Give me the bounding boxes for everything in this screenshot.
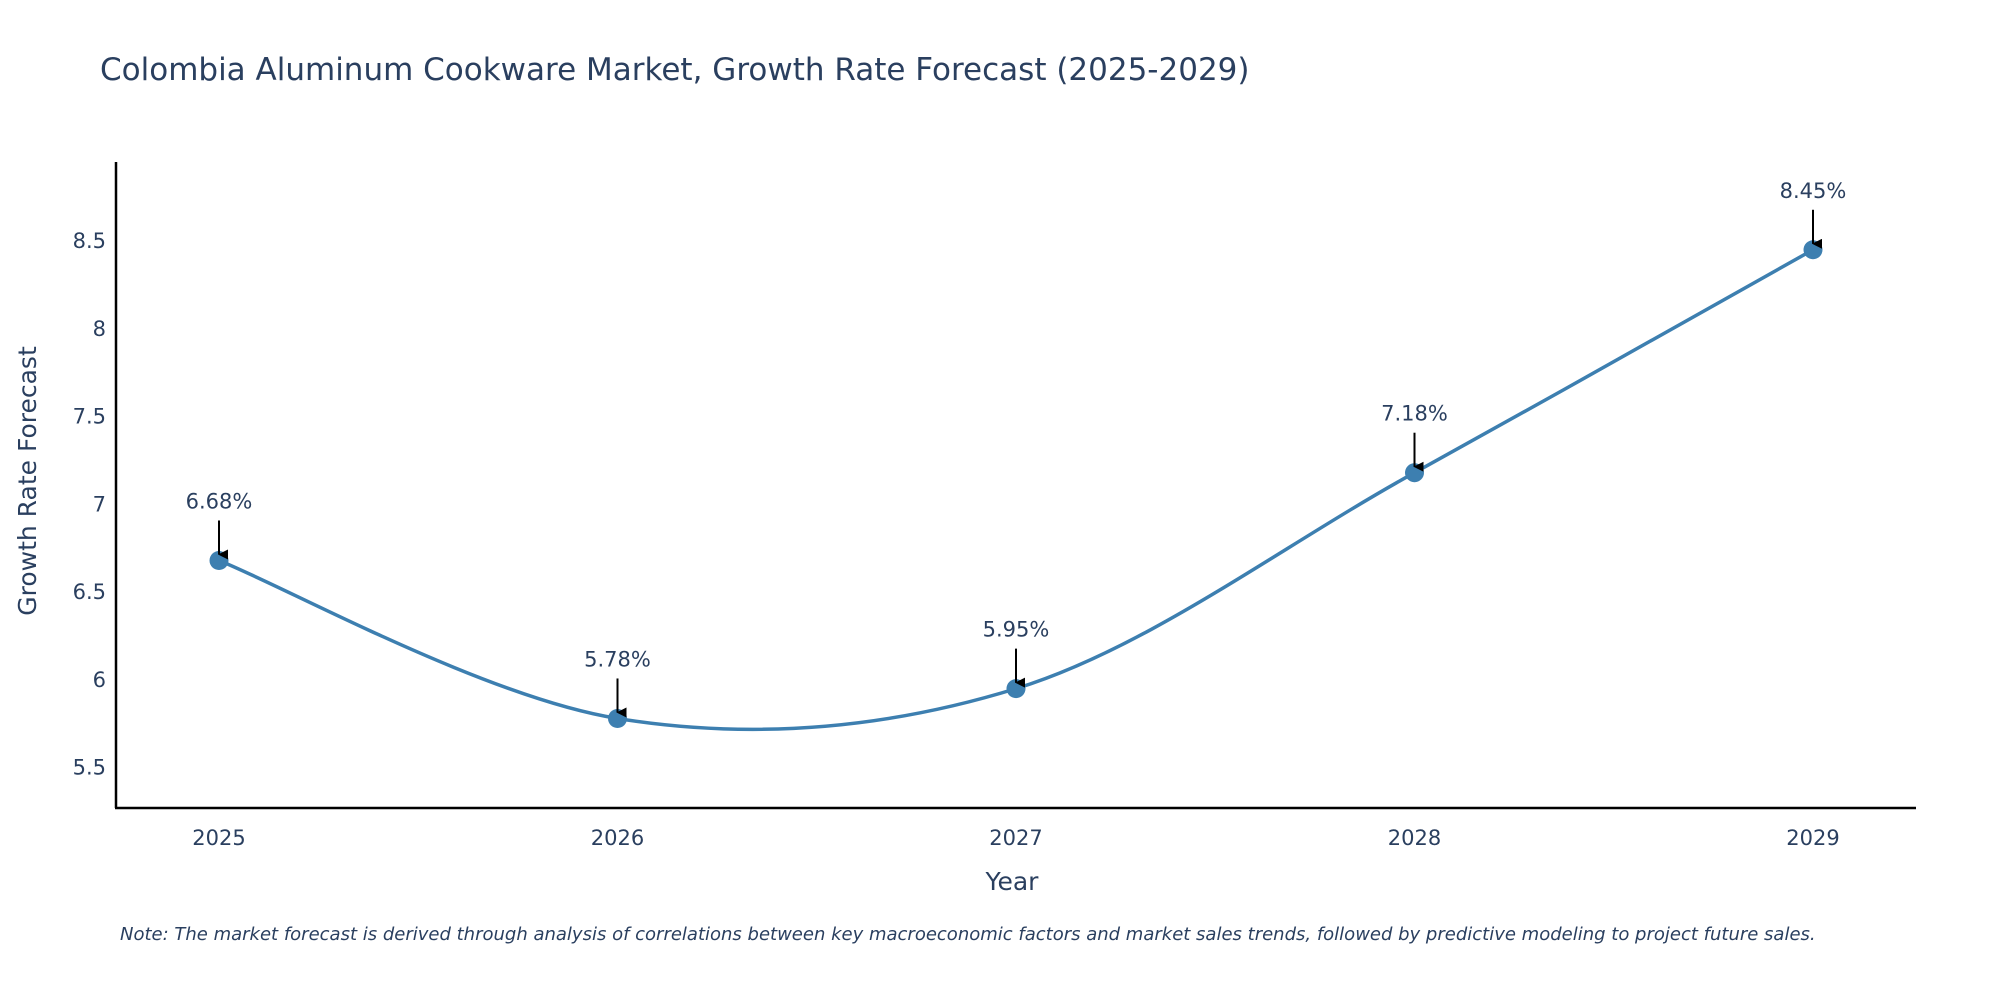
data-label: 8.45% [1780, 179, 1847, 203]
x-tick-labels: 2025 2026 2027 2028 2029 [192, 826, 1839, 850]
data-label: 6.68% [186, 489, 253, 513]
x-tick-label: 2028 [1388, 826, 1441, 850]
data-label: 7.18% [1381, 402, 1448, 426]
x-tick-label: 2027 [989, 826, 1042, 850]
y-tick-label: 8 [93, 317, 106, 341]
y-tick-labels: 5.5 6 6.5 7 7.5 8 8.5 [73, 229, 106, 780]
y-tick-label: 7 [93, 492, 106, 516]
y-tick-label: 6 [93, 668, 106, 692]
chart-title: Colombia Aluminum Cookware Market, Growt… [100, 52, 1249, 88]
data-label: 5.78% [584, 647, 651, 671]
x-axis-title: Year [985, 867, 1040, 896]
data-label: 5.95% [983, 618, 1050, 642]
x-tick-label: 2026 [591, 826, 644, 850]
y-tick-label: 7.5 [73, 405, 106, 429]
annotation-group: 6.68% 5.78% 5.95% 7.18% 8.45% [186, 179, 1847, 718]
x-tick-label: 2029 [1786, 826, 1839, 850]
y-axis-title-group: Growth Rate Forecast [13, 346, 42, 616]
footnote: Note: The market forecast is derived thr… [120, 924, 1816, 945]
y-tick-label: 5.5 [73, 756, 106, 780]
y-axis-title: Growth Rate Forecast [13, 346, 42, 616]
x-tick-label: 2025 [192, 826, 245, 850]
y-tick-label: 8.5 [73, 229, 106, 253]
y-tick-label: 6.5 [73, 580, 106, 604]
